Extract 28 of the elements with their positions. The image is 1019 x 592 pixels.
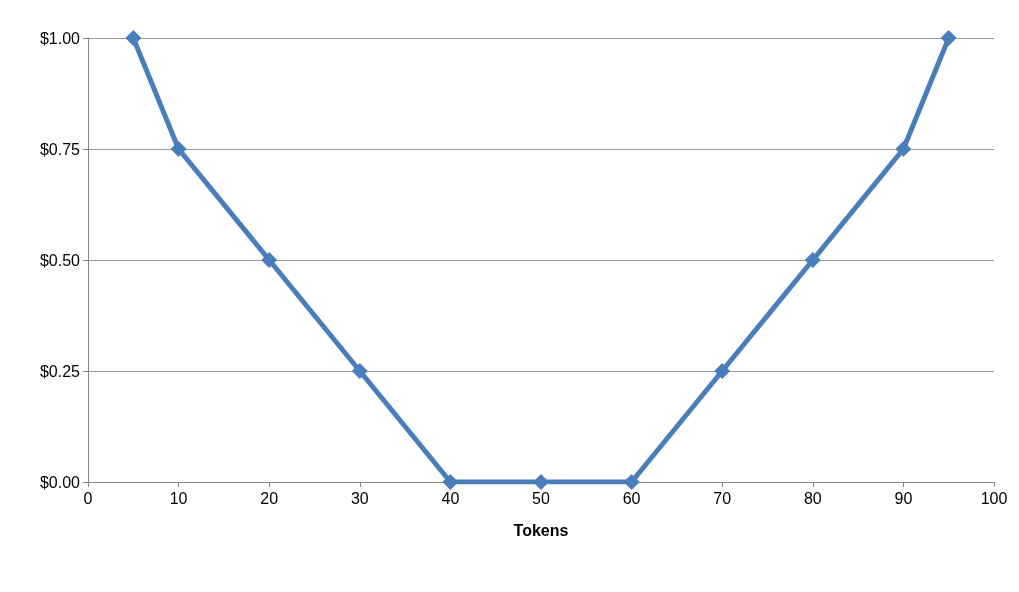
x-tick-label: 40 [441,489,460,507]
point [125,30,142,46]
x-tick-label: 100 [980,489,1008,507]
x-tick-label: 0 [83,489,93,507]
x-tick-label: 30 [350,489,369,507]
y-tick-label: $0.25 [39,362,81,380]
x-tick-label: 20 [260,489,279,507]
x-tick-label: 50 [532,489,550,507]
point [623,474,640,490]
x-axis-title: Tokens [513,521,569,539]
point [895,141,912,157]
x-tick-label: 70 [713,489,732,507]
x-tick-label: 10 [169,489,188,507]
y-tick-label: $0.50 [39,251,81,269]
point [533,474,549,490]
y-tick-label: $0.00 [39,473,81,491]
y-tick-label: $0.75 [39,140,81,158]
point [442,474,459,490]
point [351,363,368,379]
x-tick-label: 90 [894,489,913,507]
y-tick-label: $1.00 [39,29,81,47]
x-tick-label: 60 [622,489,641,507]
point [261,252,278,268]
point [804,252,821,268]
point [170,141,187,157]
point [714,363,731,379]
x-tick-label: 80 [803,489,822,507]
point [940,30,957,46]
